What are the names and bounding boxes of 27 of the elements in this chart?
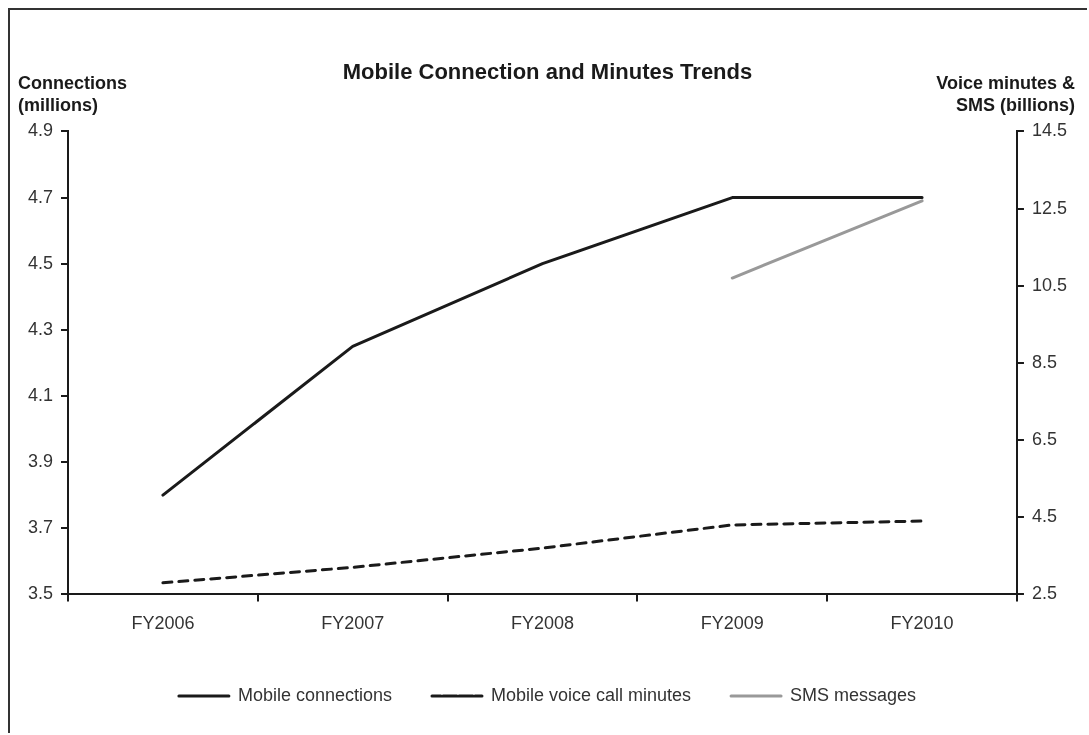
y-axis-title: Connections (millions) — [18, 73, 128, 116]
y2-tick-label: 10.5 — [1031, 274, 1068, 295]
y2-tick-label: 8.5 — [1031, 351, 1057, 372]
x-tick-label: FY2008 — [510, 613, 575, 634]
y2-tick-label: 14.5 — [1031, 120, 1068, 141]
y2-tick-label: 12.5 — [1031, 197, 1068, 218]
y-tick-label: 3.7 — [27, 517, 54, 538]
x-tick-label: FY2009 — [700, 613, 764, 634]
x-tick-label: FY2006 — [131, 613, 195, 634]
y2-tick-label: 4.5 — [1031, 506, 1057, 527]
y2-tick-label: 6.5 — [1031, 429, 1057, 450]
y-tick-label: 4.5 — [27, 252, 54, 273]
y2-tick-label: 2.5 — [1031, 583, 1057, 604]
y2-axis-title: Voice minutes & SMS (billions) — [936, 73, 1075, 116]
y-tick-label: 4.7 — [27, 186, 54, 207]
y-tick-label: 4.1 — [27, 384, 54, 405]
x-tick-label: FY2010 — [890, 613, 954, 634]
legend-label: Mobile connections — [237, 684, 392, 705]
legend-label: Mobile voice call minutes — [490, 684, 692, 705]
y-tick-label: 4.9 — [27, 120, 54, 141]
y-tick-label: 4.3 — [27, 318, 54, 339]
x-tick-label: FY2007 — [321, 613, 385, 634]
chart-title: Mobile Connection and Minutes Trends — [342, 59, 753, 85]
legend-label: SMS messages — [790, 684, 917, 705]
y-tick-label: 3.5 — [27, 583, 54, 604]
line-series — [161, 519, 924, 585]
y-tick-label: 3.9 — [27, 451, 54, 472]
